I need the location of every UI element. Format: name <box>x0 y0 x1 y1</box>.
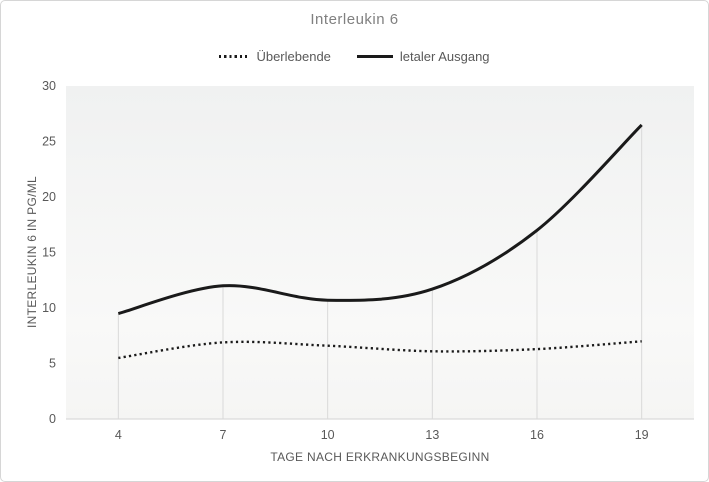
legend-item-ueberlebende: Überlebende <box>219 49 331 64</box>
x-tick-label: 16 <box>530 428 544 442</box>
x-tick-label: 13 <box>425 428 439 442</box>
y-tick-label: 30 <box>42 79 56 93</box>
x-tick-label: 4 <box>115 428 122 442</box>
legend-label: Überlebende <box>256 49 331 64</box>
legend-label: letaler Ausgang <box>399 49 490 64</box>
series-line-letaler-ausgang <box>117 123 643 315</box>
plot-area <box>66 86 694 419</box>
y-tick-label: 0 <box>49 412 56 426</box>
dotted-line-swatch-icon <box>219 55 250 58</box>
y-tick-label: 25 <box>42 135 56 149</box>
x-tick-label: 19 <box>635 428 649 442</box>
y-tick-label: 20 <box>42 190 56 204</box>
x-tick-label: 7 <box>220 428 227 442</box>
y-tick-label: 15 <box>42 246 56 260</box>
chart-title: Interleukin 6 <box>310 11 399 28</box>
legend-item-letaler-ausgang: letaler Ausgang <box>356 49 490 64</box>
y-tick-label: 10 <box>42 301 56 315</box>
y-axis-title: INTERLEUKIN 6 IN PG/ML <box>25 176 39 328</box>
y-tick-label: 5 <box>49 357 56 371</box>
legend: Überlebende letaler Ausgang <box>1 49 708 64</box>
solid-line-swatch-icon <box>356 55 393 58</box>
x-axis-title: TAGE NACH ERKRANKUNGSBEGINN <box>270 450 490 464</box>
x-tick-label: 10 <box>321 428 335 442</box>
